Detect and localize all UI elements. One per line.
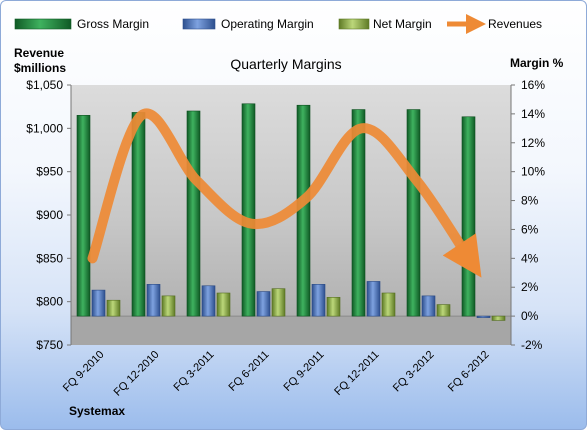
right-tick-label: 16% <box>521 78 545 92</box>
revenues-line <box>87 108 482 278</box>
gross-margin-bar <box>241 103 256 317</box>
right-tick-label: 10% <box>521 165 545 179</box>
gross-margin-bar <box>76 115 91 317</box>
legend-swatch-gross-margin <box>14 18 72 30</box>
left-tick-label: $950 <box>36 165 63 179</box>
net-margin-bar <box>381 292 396 317</box>
x-tick-label: FQ 6-2012 <box>446 349 492 395</box>
gross-margin-bar <box>351 109 366 317</box>
legend: Gross Margin Operating Margin Net Margin… <box>14 14 542 34</box>
net-margin-bar <box>436 304 451 317</box>
x-tick-label: FQ 6-2011 <box>227 349 272 394</box>
footer-label: Systemax <box>69 404 125 418</box>
operating-margin-bar <box>366 281 381 317</box>
left-tick-label: $1,050 <box>26 78 63 92</box>
y-left-axis-label-line1: Revenue <box>14 46 64 60</box>
operating-margin-bar <box>256 291 271 317</box>
operating-margin-bar <box>476 315 491 318</box>
left-tick-label: $1,000 <box>26 121 63 135</box>
right-tick-label: 14% <box>521 107 545 121</box>
net-margin-bar <box>216 292 231 317</box>
x-axis-labels: FQ 9-2010 FQ 12-2010 FQ 3-2011 FQ 6-2011 FQ … <box>61 349 492 399</box>
x-tick-label: FQ 3-2012 <box>391 349 437 395</box>
x-tick-label: FQ 9-2011 <box>282 349 327 394</box>
gross-margin-bar <box>406 109 421 317</box>
net-margin-bar <box>326 297 341 317</box>
operating-margin-bar <box>421 295 436 317</box>
operating-margin-bar <box>201 285 216 317</box>
bars <box>76 103 506 321</box>
legend-swatch-net-margin <box>338 18 370 30</box>
operating-margin-bar <box>146 284 161 317</box>
x-tick-label: FQ 9-2010 <box>61 349 107 395</box>
legend-label-revenues: Revenues <box>488 17 542 31</box>
right-tick-label: 12% <box>521 136 545 150</box>
gross-margin-bar <box>186 110 201 317</box>
legend-label-net-margin: Net Margin <box>373 17 432 31</box>
x-tick-label: FQ 12-2010 <box>112 349 162 399</box>
chart-title: Quarterly Margins <box>230 56 341 72</box>
gross-margin-bar <box>461 116 476 317</box>
operating-margin-bar <box>91 289 106 317</box>
right-tick-label: 8% <box>521 194 539 208</box>
left-tick-label: $750 <box>36 338 63 352</box>
baseline-floor <box>71 316 511 345</box>
legend-swatch-operating-margin <box>182 18 216 30</box>
right-tick-label: 2% <box>521 280 539 294</box>
legend-label-gross-margin: Gross Margin <box>77 17 149 31</box>
legend-label-operating-margin: Operating Margin <box>221 17 314 31</box>
right-tick-label: -2% <box>521 338 543 352</box>
gross-margin-bar <box>131 112 146 317</box>
y-right-axis-label: Margin % <box>510 56 564 70</box>
left-tick-label: $900 <box>36 208 63 222</box>
operating-margin-bar <box>311 284 326 317</box>
right-tick-label: 4% <box>521 251 539 265</box>
gross-margin-bar <box>296 104 311 317</box>
y-left-axis-label-line2: $millions <box>14 61 66 75</box>
zero-baseline-band <box>71 315 511 345</box>
left-tick-label: $850 <box>36 251 63 265</box>
right-tick-label: 6% <box>521 222 539 236</box>
net-margin-bar <box>161 295 176 317</box>
x-tick-label: FQ 3-2011 <box>172 349 217 394</box>
x-tick-label: FQ 12-2011 <box>332 349 381 398</box>
right-tick-label: 0% <box>521 309 539 323</box>
left-tick-label: $800 <box>36 295 63 309</box>
net-margin-bar <box>271 288 286 317</box>
net-margin-bar <box>106 299 121 317</box>
left-axis: $750 $800 $850 $900 $950 $1,000 $1,050 <box>26 78 72 352</box>
net-margin-bar <box>491 315 506 321</box>
revenues-line-layer <box>87 108 482 278</box>
right-axis: -2% 0% 2% 4% 6% 8% 10% 12% 14% 16% <box>510 78 545 352</box>
